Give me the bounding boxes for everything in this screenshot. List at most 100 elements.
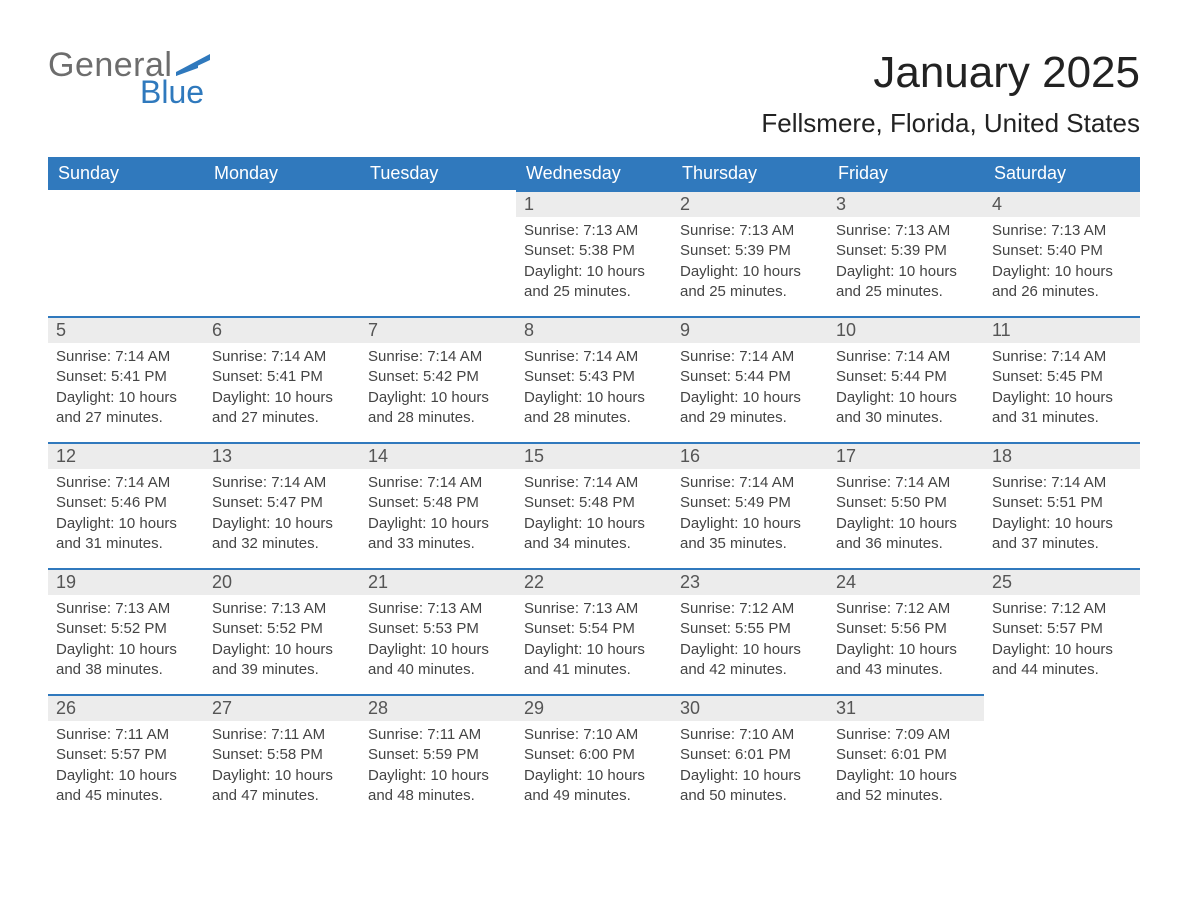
calendar-cell: 21Sunrise: 7:13 AMSunset: 5:53 PMDayligh…	[360, 568, 516, 694]
day-sunset: Sunset: 5:56 PM	[836, 619, 976, 639]
day-number: 17	[828, 442, 984, 469]
day-dl1: Daylight: 10 hours	[524, 388, 664, 408]
calendar-cell: 17Sunrise: 7:14 AMSunset: 5:50 PMDayligh…	[828, 442, 984, 568]
day-number: 4	[984, 190, 1140, 217]
day-dl1: Daylight: 10 hours	[680, 388, 820, 408]
day-details: Sunrise: 7:12 AMSunset: 5:57 PMDaylight:…	[984, 595, 1140, 680]
day-sunrise: Sunrise: 7:14 AM	[212, 473, 352, 493]
day-dl2: and 25 minutes.	[836, 282, 976, 302]
day-dl2: and 35 minutes.	[680, 534, 820, 554]
day-dl1: Daylight: 10 hours	[524, 766, 664, 786]
day-dl1: Daylight: 10 hours	[368, 388, 508, 408]
day-dl1: Daylight: 10 hours	[836, 388, 976, 408]
day-sunset: Sunset: 6:01 PM	[680, 745, 820, 765]
day-number: 15	[516, 442, 672, 469]
day-details: Sunrise: 7:14 AMSunset: 5:43 PMDaylight:…	[516, 343, 672, 428]
day-sunrise: Sunrise: 7:14 AM	[368, 347, 508, 367]
day-number: 12	[48, 442, 204, 469]
day-details: Sunrise: 7:13 AMSunset: 5:52 PMDaylight:…	[48, 595, 204, 680]
day-number: 29	[516, 694, 672, 721]
calendar-cell: 27Sunrise: 7:11 AMSunset: 5:58 PMDayligh…	[204, 694, 360, 820]
weekday-header: Tuesday	[360, 157, 516, 190]
weekday-header: Monday	[204, 157, 360, 190]
weekday-header-row: SundayMondayTuesdayWednesdayThursdayFrid…	[48, 157, 1140, 190]
day-number: 11	[984, 316, 1140, 343]
calendar-cell	[48, 190, 204, 316]
day-dl1: Daylight: 10 hours	[56, 514, 196, 534]
day-details: Sunrise: 7:10 AMSunset: 6:01 PMDaylight:…	[672, 721, 828, 806]
day-details: Sunrise: 7:14 AMSunset: 5:49 PMDaylight:…	[672, 469, 828, 554]
day-dl2: and 42 minutes.	[680, 660, 820, 680]
day-dl1: Daylight: 10 hours	[680, 640, 820, 660]
day-dl2: and 37 minutes.	[992, 534, 1132, 554]
calendar-cell: 20Sunrise: 7:13 AMSunset: 5:52 PMDayligh…	[204, 568, 360, 694]
day-number: 1	[516, 190, 672, 217]
day-sunset: Sunset: 5:40 PM	[992, 241, 1132, 261]
day-sunset: Sunset: 6:01 PM	[836, 745, 976, 765]
day-number: 8	[516, 316, 672, 343]
day-sunrise: Sunrise: 7:14 AM	[56, 347, 196, 367]
day-dl2: and 39 minutes.	[212, 660, 352, 680]
calendar-cell: 24Sunrise: 7:12 AMSunset: 5:56 PMDayligh…	[828, 568, 984, 694]
day-dl2: and 50 minutes.	[680, 786, 820, 806]
calendar-cell: 7Sunrise: 7:14 AMSunset: 5:42 PMDaylight…	[360, 316, 516, 442]
day-sunset: Sunset: 5:51 PM	[992, 493, 1132, 513]
calendar-cell: 18Sunrise: 7:14 AMSunset: 5:51 PMDayligh…	[984, 442, 1140, 568]
day-number: 20	[204, 568, 360, 595]
day-dl1: Daylight: 10 hours	[212, 640, 352, 660]
day-dl1: Daylight: 10 hours	[524, 514, 664, 534]
day-details: Sunrise: 7:14 AMSunset: 5:41 PMDaylight:…	[204, 343, 360, 428]
day-sunset: Sunset: 5:39 PM	[680, 241, 820, 261]
calendar-cell: 6Sunrise: 7:14 AMSunset: 5:41 PMDaylight…	[204, 316, 360, 442]
day-sunset: Sunset: 5:44 PM	[680, 367, 820, 387]
day-details: Sunrise: 7:13 AMSunset: 5:39 PMDaylight:…	[672, 217, 828, 302]
day-sunrise: Sunrise: 7:14 AM	[836, 347, 976, 367]
day-dl2: and 36 minutes.	[836, 534, 976, 554]
day-details: Sunrise: 7:13 AMSunset: 5:40 PMDaylight:…	[984, 217, 1140, 302]
day-details: Sunrise: 7:14 AMSunset: 5:48 PMDaylight:…	[360, 469, 516, 554]
calendar-cell: 8Sunrise: 7:14 AMSunset: 5:43 PMDaylight…	[516, 316, 672, 442]
calendar-cell: 4Sunrise: 7:13 AMSunset: 5:40 PMDaylight…	[984, 190, 1140, 316]
day-dl1: Daylight: 10 hours	[992, 262, 1132, 282]
location-subtitle: Fellsmere, Florida, United States	[761, 108, 1140, 139]
day-dl2: and 49 minutes.	[524, 786, 664, 806]
day-details: Sunrise: 7:14 AMSunset: 5:44 PMDaylight:…	[672, 343, 828, 428]
day-sunset: Sunset: 5:57 PM	[56, 745, 196, 765]
day-number: 30	[672, 694, 828, 721]
day-details: Sunrise: 7:13 AMSunset: 5:53 PMDaylight:…	[360, 595, 516, 680]
day-sunrise: Sunrise: 7:14 AM	[368, 473, 508, 493]
day-sunset: Sunset: 5:55 PM	[680, 619, 820, 639]
page-title: January 2025	[761, 48, 1140, 98]
day-number: 13	[204, 442, 360, 469]
day-dl1: Daylight: 10 hours	[992, 640, 1132, 660]
calendar-week: 19Sunrise: 7:13 AMSunset: 5:52 PMDayligh…	[48, 568, 1140, 694]
calendar-week: 26Sunrise: 7:11 AMSunset: 5:57 PMDayligh…	[48, 694, 1140, 820]
day-dl1: Daylight: 10 hours	[56, 766, 196, 786]
day-sunset: Sunset: 5:52 PM	[212, 619, 352, 639]
day-sunrise: Sunrise: 7:14 AM	[680, 347, 820, 367]
day-number: 9	[672, 316, 828, 343]
day-dl2: and 41 minutes.	[524, 660, 664, 680]
brand-word-2: Blue	[140, 76, 210, 108]
weekday-header: Thursday	[672, 157, 828, 190]
weekday-header: Friday	[828, 157, 984, 190]
day-details: Sunrise: 7:11 AMSunset: 5:59 PMDaylight:…	[360, 721, 516, 806]
calendar-week: 5Sunrise: 7:14 AMSunset: 5:41 PMDaylight…	[48, 316, 1140, 442]
day-dl2: and 47 minutes.	[212, 786, 352, 806]
day-number: 2	[672, 190, 828, 217]
day-details: Sunrise: 7:09 AMSunset: 6:01 PMDaylight:…	[828, 721, 984, 806]
day-sunset: Sunset: 5:58 PM	[212, 745, 352, 765]
day-dl2: and 38 minutes.	[56, 660, 196, 680]
day-details: Sunrise: 7:11 AMSunset: 5:58 PMDaylight:…	[204, 721, 360, 806]
day-dl1: Daylight: 10 hours	[836, 766, 976, 786]
day-sunrise: Sunrise: 7:13 AM	[56, 599, 196, 619]
day-number: 6	[204, 316, 360, 343]
day-sunrise: Sunrise: 7:13 AM	[680, 221, 820, 241]
day-sunset: Sunset: 5:45 PM	[992, 367, 1132, 387]
day-number: 26	[48, 694, 204, 721]
day-sunset: Sunset: 5:43 PM	[524, 367, 664, 387]
day-details: Sunrise: 7:14 AMSunset: 5:46 PMDaylight:…	[48, 469, 204, 554]
weekday-header: Wednesday	[516, 157, 672, 190]
day-number: 22	[516, 568, 672, 595]
day-sunset: Sunset: 5:41 PM	[212, 367, 352, 387]
